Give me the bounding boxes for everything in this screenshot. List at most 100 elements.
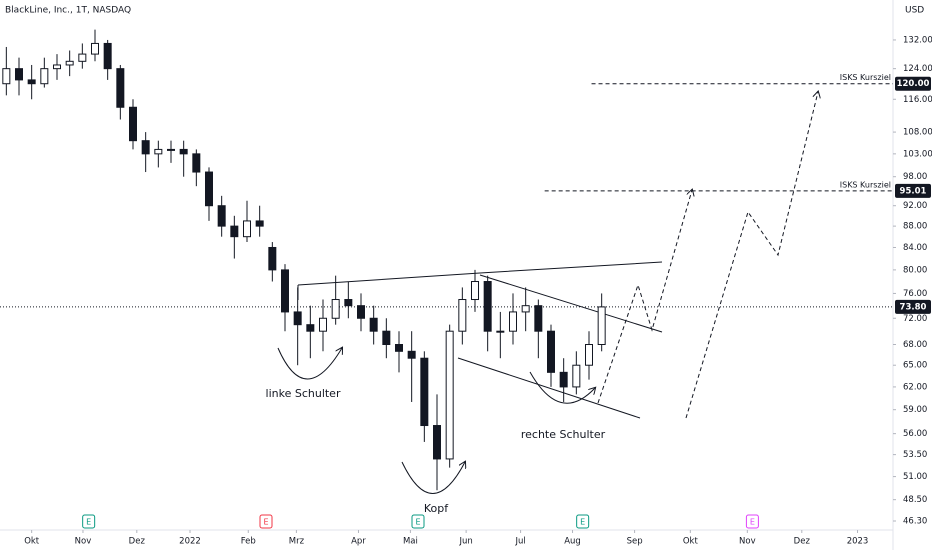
- y-tick-label: 98.00: [903, 172, 927, 182]
- candle-body: [91, 42, 99, 55]
- candle-body: [15, 68, 23, 81]
- x-tick-label: Apr: [351, 537, 366, 547]
- candle-body: [458, 299, 467, 332]
- candle-body: [2, 68, 11, 85]
- candle-body: [572, 364, 581, 388]
- event-marker: [576, 514, 590, 529]
- candle-body: [27, 79, 36, 85]
- candle-body: [293, 311, 302, 326]
- candle-body: [509, 311, 517, 332]
- x-tick-label: Mai: [403, 537, 418, 547]
- candle-body: [420, 357, 429, 427]
- candle-body: [78, 53, 87, 62]
- y-tick-label: 116.00: [903, 95, 932, 105]
- candle-body: [192, 153, 201, 173]
- candle-body: [230, 225, 239, 238]
- target-name: ISKS Kursziel: [840, 180, 891, 189]
- arc-right: [529, 371, 595, 404]
- arc-left: [277, 348, 342, 380]
- candle-body: [496, 330, 505, 333]
- candle-body: [534, 305, 543, 332]
- projection-1: [597, 190, 692, 404]
- projection-2: [685, 92, 818, 419]
- candle-body: [483, 281, 492, 332]
- x-tick-label: Okt: [24, 537, 40, 547]
- y-tick-label: 46.30: [903, 516, 927, 526]
- y-tick-label: 62.00: [903, 382, 927, 392]
- price-badge-label: 73.80: [900, 302, 927, 312]
- candle-body: [319, 317, 327, 332]
- y-tick-label: 88.00: [903, 222, 927, 232]
- price-badge-label: 95.01: [900, 186, 927, 196]
- y-tick-label: 92.00: [903, 201, 927, 211]
- y-tick-label: 48.50: [903, 495, 927, 505]
- neckline: [297, 261, 663, 286]
- x-tick-label: Jun: [458, 537, 472, 547]
- y-tick-label: 103.00: [903, 149, 932, 159]
- price-badge: [895, 76, 931, 91]
- candle-body: [167, 148, 175, 151]
- x-tick-label: Aug: [564, 537, 581, 547]
- x-tick-label: Feb: [241, 537, 256, 547]
- event-marker: [82, 514, 96, 529]
- candle-body: [103, 42, 112, 70]
- candle-body: [369, 317, 378, 332]
- candle-body: [585, 344, 593, 366]
- candle-body: [331, 299, 340, 319]
- y-tick-label: 56.00: [903, 429, 927, 439]
- y-tick-label: 108.00: [903, 128, 932, 138]
- candle-body: [255, 220, 264, 227]
- y-tick-label: 124.00: [903, 64, 932, 74]
- x-tick-label: Dez: [794, 537, 811, 547]
- candle-body: [129, 106, 137, 142]
- annotation: rechte Schulter: [521, 428, 606, 441]
- event-label: E: [415, 518, 420, 527]
- y-tick-label: 72.00: [903, 314, 927, 324]
- y-tick-label: 59.00: [903, 405, 927, 415]
- candle-body: [281, 269, 289, 313]
- chart-title: BlackLine, Inc., 1T, NASDAQ: [5, 6, 131, 16]
- x-tick-label: Okt: [683, 537, 699, 547]
- event-label: E: [86, 518, 91, 527]
- candle-body: [521, 305, 530, 313]
- channel-upper: [479, 274, 663, 333]
- candle-body: [306, 324, 315, 332]
- candle-body: [357, 305, 365, 319]
- candle-body: [141, 140, 150, 155]
- x-tick-label: Nov: [75, 537, 92, 547]
- x-tick-label: 2023: [847, 537, 869, 547]
- event-marker: [259, 514, 273, 529]
- candle-body: [268, 246, 277, 271]
- candle-body: [179, 148, 188, 155]
- arc-head: [401, 462, 465, 494]
- event-label: E: [750, 518, 755, 527]
- candle-body: [344, 299, 353, 307]
- annotation: linke Schulter: [266, 387, 341, 400]
- x-tick-label: Mrz: [289, 537, 305, 547]
- candle-body: [243, 220, 251, 238]
- annotation: Kopf: [424, 502, 449, 515]
- x-tick-label: Nov: [739, 537, 756, 547]
- drawings: [277, 92, 818, 494]
- y-tick-label: 51.00: [903, 472, 927, 482]
- y-tick-label: 65.00: [903, 361, 927, 371]
- price-badge-label: 120.00: [897, 79, 930, 89]
- currency: USD: [905, 6, 924, 16]
- price-badge: [895, 299, 931, 314]
- candle-body: [597, 306, 606, 346]
- x-tick-label: Dez: [129, 537, 146, 547]
- candle-body: [217, 205, 226, 227]
- y-tick-label: 53.50: [903, 450, 927, 460]
- x-tick-label: Sep: [627, 537, 643, 547]
- candle-body: [471, 281, 479, 301]
- x-tick-label: 2022: [179, 537, 201, 547]
- candle-body: [407, 350, 416, 359]
- target-name: ISKS Kursziel: [840, 73, 891, 82]
- candle-body: [547, 330, 555, 373]
- candle-body: [559, 371, 568, 388]
- candle-body: [205, 171, 213, 207]
- channel-lower: [457, 357, 641, 419]
- event-label: E: [580, 518, 585, 527]
- y-tick-label: 76.00: [903, 289, 927, 299]
